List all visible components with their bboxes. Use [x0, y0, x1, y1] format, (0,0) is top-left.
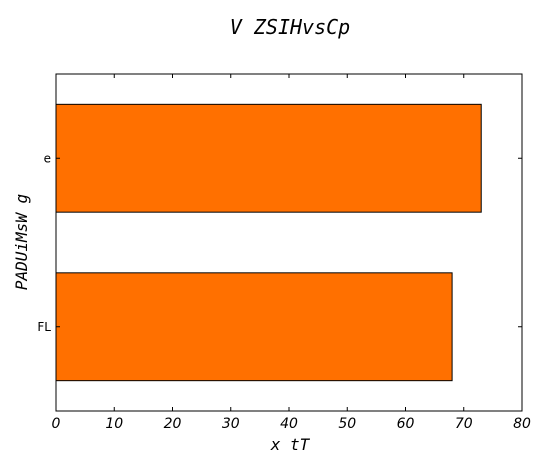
x-tick-label: 30	[222, 416, 240, 432]
x-axis-label: x tT	[270, 435, 311, 454]
bar-e	[55, 103, 482, 213]
x-tick-label: 20	[164, 416, 182, 432]
x-tick-label: 70	[455, 416, 473, 432]
x-tick-label: 60	[397, 416, 415, 432]
bar-fl	[55, 272, 453, 382]
y-axis-label: PADUiMsW g	[12, 194, 31, 290]
x-tick-label: 10	[105, 416, 123, 432]
y-tick-label: e	[44, 151, 51, 165]
x-tick-label: 40	[280, 416, 298, 432]
bars-layer	[55, 103, 482, 382]
x-tick-label: 0	[52, 416, 61, 432]
ticks-layer: FL e 0 10 20 30 40 50 60 70 80	[37, 74, 531, 432]
y-tick-label: FL	[37, 320, 51, 334]
x-tick-label: 50	[338, 416, 356, 432]
chart-title: V ZSIHvsCp	[230, 15, 350, 39]
x-tick-label: 80	[513, 416, 531, 432]
